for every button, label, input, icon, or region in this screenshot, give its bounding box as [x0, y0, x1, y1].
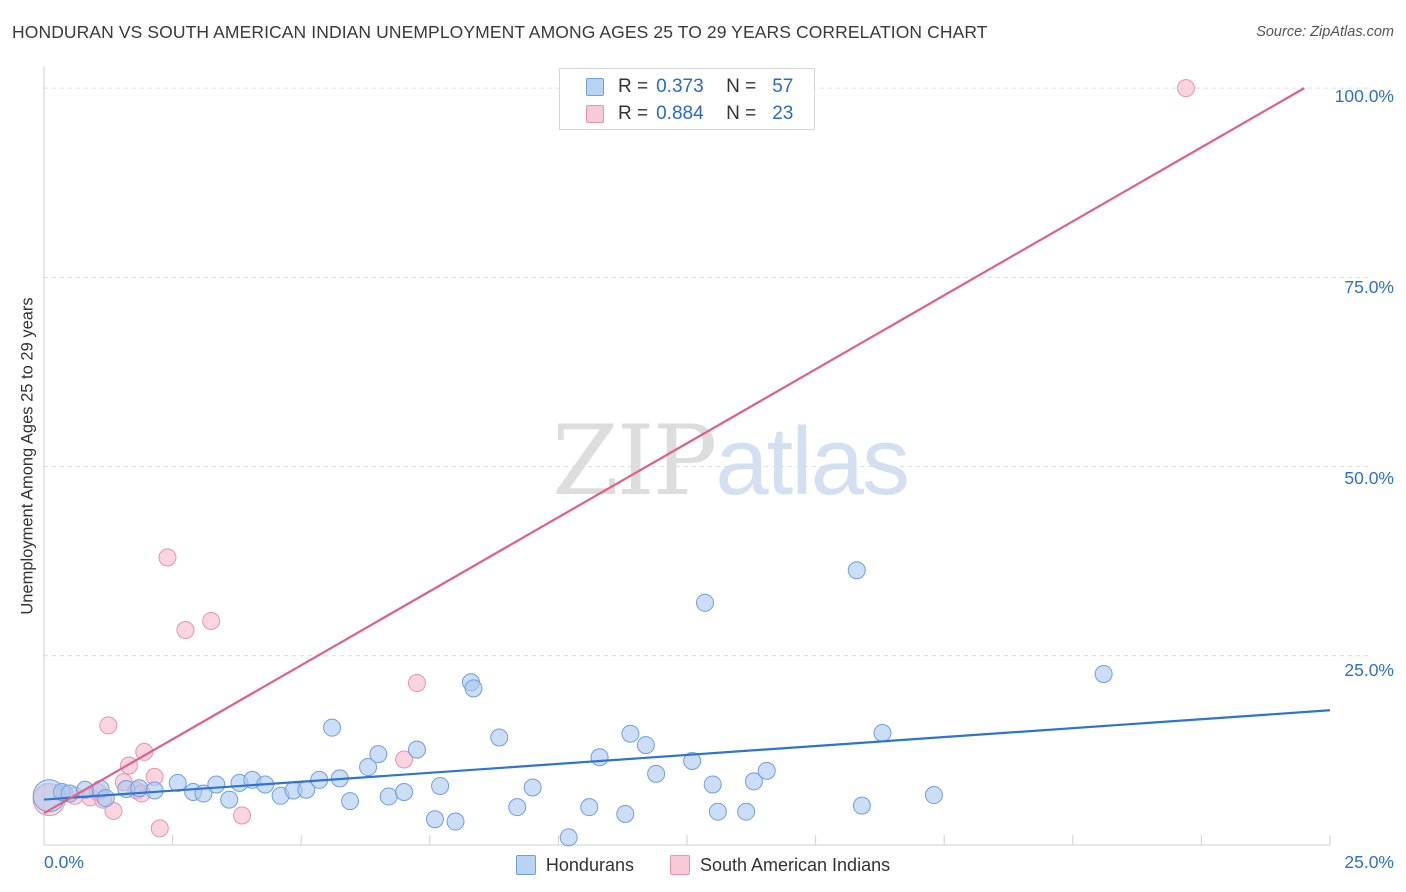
y-tick-label: 75.0%	[1344, 277, 1394, 297]
x-tick-label: 0.0%	[44, 852, 84, 872]
honduran-point	[323, 718, 342, 737]
r-label: R =	[618, 103, 649, 124]
honduran-point	[359, 758, 378, 777]
legend-label: Hondurans	[545, 854, 634, 875]
n-label: N =	[726, 103, 757, 124]
watermark-atlas: atlas	[715, 408, 910, 515]
n-value: 23	[772, 103, 794, 124]
sai-point	[1176, 79, 1195, 98]
honduran-point	[446, 812, 465, 831]
legend-label: South American Indians	[699, 854, 891, 875]
honduran-point	[395, 783, 414, 802]
n-value: 57	[772, 76, 794, 97]
honduran-point	[924, 786, 943, 805]
gridlines	[44, 87, 1370, 657]
r-value: 0.884	[656, 103, 704, 124]
sai-point	[176, 621, 195, 640]
sai-swatch	[586, 105, 604, 123]
watermark: ZIPatlas	[552, 405, 910, 517]
honduran-point	[425, 810, 444, 829]
honduran-point	[464, 679, 483, 698]
honduran-point	[431, 776, 450, 795]
n-label: N =	[726, 76, 757, 97]
honduran-point	[96, 789, 115, 808]
hondurans-swatch	[515, 855, 536, 875]
sai-point	[158, 548, 177, 567]
honduran-point	[559, 828, 578, 847]
y-tick-label: 25.0%	[1344, 660, 1394, 680]
legend-item-south-american-indians[interactable]: South American Indians	[669, 854, 891, 876]
legend-item-hondurans[interactable]: Hondurans	[515, 854, 634, 876]
legend-row-south-american-indians: R = 0.884 N = 23	[586, 102, 793, 126]
honduran-point	[341, 792, 360, 811]
x-tick-label: 25.0%	[1344, 852, 1394, 872]
honduran-point	[873, 723, 892, 742]
honduran-point	[757, 761, 776, 780]
hondurans-points	[32, 561, 1113, 847]
honduran-point	[220, 790, 239, 809]
honduran-point	[1094, 664, 1113, 683]
honduran-point	[737, 802, 756, 821]
watermark-zip: ZIP	[552, 405, 717, 517]
honduran-point	[744, 772, 763, 791]
honduran-point	[847, 561, 866, 580]
legend-row-hondurans: R = 0.373 N = 57	[586, 75, 793, 99]
honduran-point	[369, 745, 388, 764]
sai-swatch	[669, 855, 690, 875]
chart-title: HONDURAN VS SOUTH AMERICAN INDIAN UNEMPL…	[12, 22, 988, 42]
honduran-point	[580, 798, 599, 817]
hondurans-trendline	[43, 709, 1331, 801]
honduran-point	[168, 773, 187, 792]
series-legend: Hondurans South American Indians	[0, 852, 1406, 878]
source-credit: Source: ZipAtlas.com	[1256, 24, 1394, 40]
honduran-point	[508, 798, 527, 817]
sai-point	[150, 819, 169, 838]
south-american-indians-points	[32, 79, 1195, 838]
honduran-point	[590, 748, 609, 767]
sai-trendline	[43, 87, 1305, 815]
honduran-point	[636, 736, 655, 755]
sai-point	[99, 716, 118, 735]
hondurans-swatch	[586, 78, 604, 96]
trendlines	[43, 87, 1331, 815]
honduran-point	[523, 778, 542, 797]
honduran-point	[647, 764, 666, 783]
y-tick-label: 50.0%	[1344, 468, 1394, 488]
sai-point	[395, 750, 414, 769]
correlation-legend: R = 0.373 N = 57 R = 0.884 N = 23	[559, 68, 815, 130]
y-tick-label: 100.0%	[1334, 86, 1394, 106]
honduran-point	[708, 802, 727, 821]
y-axis-label: Unemployment Among Ages 25 to 29 years	[18, 297, 37, 615]
honduran-point	[616, 804, 635, 823]
sai-point	[135, 742, 154, 761]
sai-point	[407, 674, 426, 693]
honduran-point	[703, 775, 722, 794]
honduran-point	[407, 740, 426, 759]
r-label: R =	[618, 76, 649, 97]
axes	[43, 66, 1331, 846]
r-value: 0.373	[656, 76, 704, 97]
honduran-point	[379, 787, 398, 806]
sai-point	[233, 806, 252, 825]
honduran-point	[490, 728, 509, 747]
honduran-point	[852, 796, 871, 815]
honduran-point	[683, 751, 702, 770]
honduran-point	[621, 724, 640, 743]
honduran-point	[207, 775, 226, 794]
honduran-point	[696, 593, 715, 612]
sai-point	[202, 611, 221, 630]
